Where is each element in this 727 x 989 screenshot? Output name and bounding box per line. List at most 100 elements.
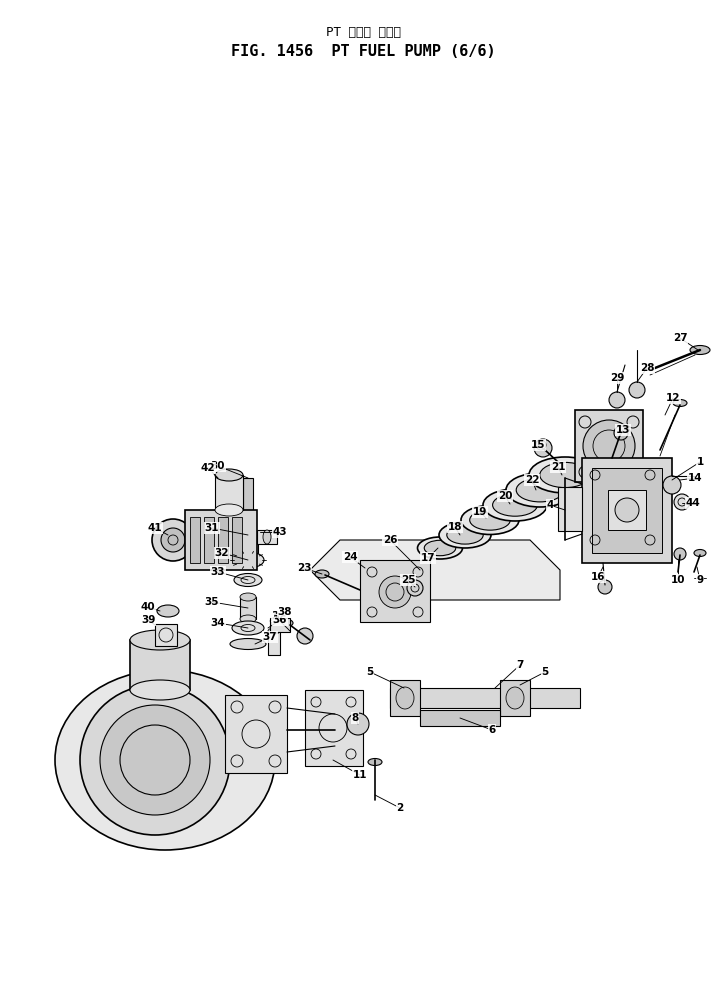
Ellipse shape <box>281 619 293 626</box>
Text: 35: 35 <box>205 597 220 607</box>
Ellipse shape <box>161 528 185 552</box>
Text: 31: 31 <box>205 523 220 533</box>
Text: 26: 26 <box>382 535 397 545</box>
Text: FIG. 1456  PT FUEL PUMP (6/6): FIG. 1456 PT FUEL PUMP (6/6) <box>231 45 496 59</box>
Ellipse shape <box>240 593 256 601</box>
Ellipse shape <box>673 400 687 406</box>
Bar <box>575 410 643 482</box>
Text: 25: 25 <box>401 575 415 585</box>
Text: 37: 37 <box>262 632 277 642</box>
Text: 22: 22 <box>525 475 539 485</box>
Bar <box>500 680 530 716</box>
Text: 40: 40 <box>141 602 156 612</box>
Ellipse shape <box>157 605 179 617</box>
Text: 5: 5 <box>366 667 374 677</box>
Text: 24: 24 <box>342 552 357 562</box>
Ellipse shape <box>152 519 194 561</box>
Text: 13: 13 <box>616 425 630 435</box>
Text: 42: 42 <box>201 463 215 473</box>
Ellipse shape <box>417 537 462 559</box>
Ellipse shape <box>232 621 264 635</box>
Bar <box>218 517 228 563</box>
Text: 41: 41 <box>148 523 162 533</box>
Circle shape <box>615 498 639 522</box>
Ellipse shape <box>461 505 519 534</box>
Text: 6: 6 <box>489 725 496 735</box>
Polygon shape <box>310 540 560 600</box>
Circle shape <box>80 685 230 835</box>
Bar <box>190 517 200 563</box>
Bar <box>204 517 214 563</box>
Bar <box>305 690 363 766</box>
Text: 32: 32 <box>214 548 229 558</box>
Text: 30: 30 <box>211 461 225 471</box>
Ellipse shape <box>516 478 564 501</box>
Circle shape <box>614 426 628 440</box>
Ellipse shape <box>234 574 262 586</box>
Text: 33: 33 <box>211 567 225 577</box>
Text: 17: 17 <box>421 553 435 563</box>
Text: 1: 1 <box>696 457 704 467</box>
Circle shape <box>674 548 686 560</box>
Ellipse shape <box>396 687 414 709</box>
Bar <box>270 618 290 632</box>
Ellipse shape <box>230 639 266 650</box>
Text: 9: 9 <box>696 575 704 585</box>
Ellipse shape <box>470 510 510 530</box>
Circle shape <box>297 628 313 644</box>
Bar <box>155 624 177 646</box>
Bar <box>257 530 277 544</box>
Text: 43: 43 <box>273 527 287 537</box>
Ellipse shape <box>315 570 329 578</box>
Ellipse shape <box>130 630 190 650</box>
Ellipse shape <box>493 494 537 516</box>
Bar <box>360 560 430 622</box>
Ellipse shape <box>263 530 271 544</box>
Ellipse shape <box>240 615 256 623</box>
Text: 36: 36 <box>273 615 287 625</box>
Ellipse shape <box>690 345 710 354</box>
Ellipse shape <box>439 522 491 548</box>
Circle shape <box>674 494 690 510</box>
Text: 3: 3 <box>271 611 278 621</box>
Bar <box>225 695 287 773</box>
Bar <box>240 597 256 619</box>
Text: 21: 21 <box>551 462 566 472</box>
Ellipse shape <box>447 526 483 544</box>
Ellipse shape <box>130 680 190 700</box>
Ellipse shape <box>215 469 243 481</box>
Ellipse shape <box>506 473 574 507</box>
Bar <box>232 517 242 563</box>
Bar <box>215 475 243 510</box>
Bar <box>268 631 280 655</box>
Circle shape <box>663 476 681 494</box>
Bar <box>185 510 257 570</box>
Text: 27: 27 <box>672 333 687 343</box>
Text: 23: 23 <box>297 563 311 573</box>
Bar <box>130 640 190 690</box>
Bar <box>592 468 662 553</box>
Ellipse shape <box>55 670 275 850</box>
Text: 14: 14 <box>688 473 702 483</box>
Text: 7: 7 <box>516 660 523 670</box>
Text: 8: 8 <box>351 713 358 723</box>
Text: 39: 39 <box>141 615 155 625</box>
Ellipse shape <box>268 628 280 634</box>
Bar <box>390 680 420 716</box>
Circle shape <box>379 576 411 608</box>
Text: 38: 38 <box>278 607 292 617</box>
Text: 29: 29 <box>610 373 624 383</box>
Text: 15: 15 <box>531 440 545 450</box>
Text: 34: 34 <box>211 618 225 628</box>
Circle shape <box>534 439 552 457</box>
Bar <box>243 478 253 533</box>
Text: 20: 20 <box>498 491 513 501</box>
Circle shape <box>407 580 423 596</box>
Ellipse shape <box>232 552 264 568</box>
Text: 28: 28 <box>640 363 654 373</box>
Circle shape <box>100 705 210 815</box>
Text: 10: 10 <box>671 575 686 585</box>
Text: 5: 5 <box>542 667 549 677</box>
Circle shape <box>598 580 612 594</box>
Text: 4: 4 <box>546 500 554 510</box>
